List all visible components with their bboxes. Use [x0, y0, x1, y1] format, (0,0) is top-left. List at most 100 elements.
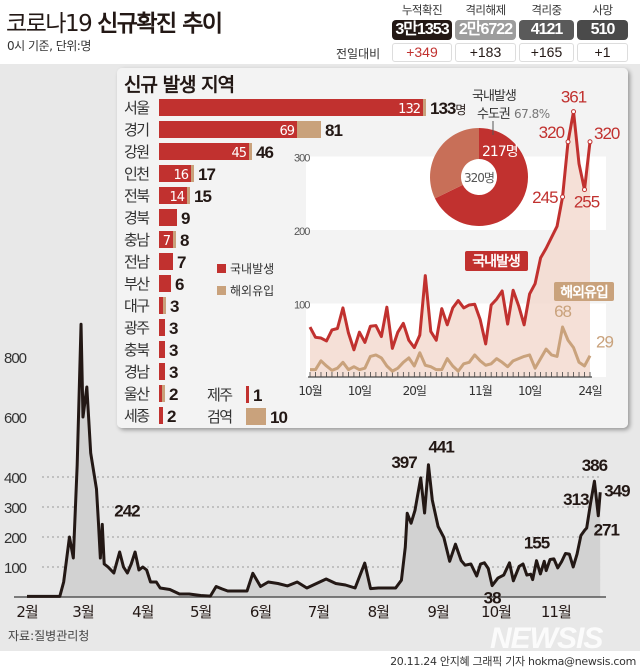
- y-tick-label: 400: [4, 470, 27, 487]
- bar-overseas: [162, 385, 165, 402]
- pie-title: 국내발생: [472, 89, 516, 104]
- bar-overseas: [246, 408, 266, 425]
- bar-overseas: [173, 231, 176, 248]
- region-label: 부산: [124, 275, 150, 293]
- bar-total-label: 2: [167, 407, 176, 426]
- data-label: 397: [391, 453, 417, 472]
- x-tick-label: 4월: [132, 603, 154, 621]
- bar-total-label: 3: [169, 341, 178, 360]
- stat-delta: +1: [577, 43, 628, 62]
- data-point: [571, 109, 577, 115]
- page-title: 코로나19 신규확진 추이: [6, 4, 223, 38]
- title-prefix: 코로나19: [6, 11, 93, 37]
- legend-label: 국내발생: [230, 262, 274, 276]
- region-label: 경기: [124, 121, 149, 139]
- data-label: 349: [604, 481, 630, 500]
- footer: [0, 651, 640, 669]
- bar-domestic: [159, 187, 187, 204]
- pie-subtitle: 수도권: [477, 107, 510, 122]
- x-tick-label: 20일: [403, 384, 426, 398]
- y-tick-label: 300: [4, 500, 27, 517]
- bar-overseas: [187, 187, 190, 204]
- source-note: 자료:질병관리청: [8, 629, 90, 643]
- bar-overseas: [163, 297, 166, 314]
- bar-domestic: [159, 297, 163, 314]
- bar-domestic: [159, 253, 173, 270]
- bar-domestic: [159, 231, 173, 248]
- data-label: 313: [563, 490, 589, 509]
- bar-domestic: [159, 209, 177, 226]
- series-tag-label: 국내발생: [472, 253, 520, 270]
- stat-delta: +349: [392, 43, 452, 62]
- bar-inner-label: 14: [169, 190, 184, 205]
- data-label: 29: [596, 333, 613, 352]
- credit: 20.11.24 안지혜 그래픽 기자 hokma@newsis.com: [390, 655, 636, 668]
- bar-overseas: [297, 121, 321, 138]
- region-label: 충북: [124, 341, 149, 359]
- bar-domestic: [159, 407, 163, 424]
- region-label: 검역: [207, 408, 232, 426]
- pie-percent: 67.8%: [514, 107, 550, 121]
- region-label: 경북: [124, 209, 149, 227]
- bar-overseas: [249, 143, 252, 160]
- bar-domestic: [159, 121, 297, 138]
- y-tick-label: 800: [4, 350, 27, 367]
- x-tick-label: 10월: [481, 603, 511, 621]
- panel-title-text: 신규 발생 지역: [124, 74, 235, 96]
- stat-label: 사망: [592, 3, 613, 17]
- bar-inner-label: 132: [398, 102, 420, 117]
- x-tick-label: 2월: [16, 603, 38, 621]
- bar-domestic: [159, 319, 165, 336]
- y-tick-label: 100: [294, 300, 310, 312]
- bar-inner-label: 45: [231, 146, 246, 161]
- bar-domestic: [159, 275, 171, 292]
- y-tick-label: 200: [4, 530, 27, 547]
- x-tick-label: 10일: [348, 384, 371, 398]
- bar-overseas: [423, 99, 426, 116]
- legend-label: 해외유입: [230, 284, 274, 298]
- x-tick-label: 10일: [518, 384, 541, 398]
- data-point: [565, 139, 571, 145]
- y-tick-label: 100: [4, 560, 27, 577]
- title-main: 신규확진 추이: [97, 11, 223, 37]
- bar-domestic: [159, 143, 249, 160]
- data-label: 320: [539, 123, 565, 142]
- bar-total-label: 17: [198, 165, 215, 184]
- subtitle: 0시 기준, 단위:명: [7, 39, 91, 53]
- region-label: 대구: [124, 297, 149, 315]
- bar-domestic: [159, 165, 191, 182]
- region-label: 제주: [207, 386, 232, 404]
- region-label: 전남: [124, 253, 150, 271]
- bar-total-label: 6: [175, 275, 184, 294]
- bar-domestic: [246, 386, 249, 403]
- data-point: [560, 194, 566, 200]
- bar-total-label: 3: [169, 363, 178, 382]
- stat-value: 510: [577, 20, 628, 40]
- bar-total-label: 81: [325, 121, 342, 140]
- bar-domestic: [159, 341, 165, 358]
- stat-label: 누적확진: [401, 3, 443, 17]
- series-tag-overseas: [554, 282, 614, 301]
- overseas-line: [310, 325, 592, 373]
- bar-domestic: [159, 385, 162, 402]
- newsis-logo: NEWSIS: [490, 622, 603, 655]
- bar-inner-label: 7: [163, 234, 171, 249]
- bar-total-label: 133명: [430, 99, 465, 118]
- data-label: 361: [561, 88, 587, 107]
- bar-total-label: 1: [253, 386, 262, 405]
- x-tick-label: 3월: [72, 603, 94, 621]
- panel-title: 신규 발생 지역: [124, 70, 235, 97]
- delta-label: 전일대비: [336, 47, 381, 61]
- bar-inner-label: 16: [173, 168, 188, 183]
- x-tick-label: 7월: [308, 603, 330, 621]
- x-tick-label: 5월: [190, 603, 212, 621]
- bar-total-label: 15: [194, 187, 211, 206]
- data-point: [587, 139, 593, 145]
- data-label: 320: [594, 124, 620, 143]
- stat-value: 4121: [519, 20, 574, 40]
- x-tick-label: 9월: [427, 603, 449, 621]
- data-label: 245: [532, 188, 558, 207]
- bar-overseas: [191, 165, 194, 182]
- data-label: 441: [428, 438, 454, 457]
